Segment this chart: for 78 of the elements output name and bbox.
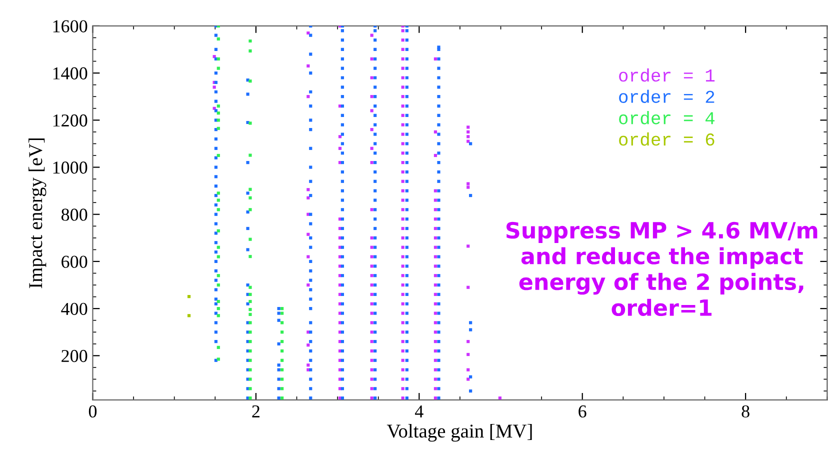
point bbox=[248, 308, 252, 312]
point bbox=[248, 122, 252, 125]
point bbox=[216, 283, 220, 287]
point bbox=[248, 238, 252, 241]
point bbox=[248, 300, 252, 304]
point bbox=[216, 104, 220, 108]
x-tick-label: 0 bbox=[88, 405, 97, 418]
point bbox=[216, 358, 220, 361]
point bbox=[216, 300, 220, 304]
point bbox=[187, 294, 191, 298]
x-tick-label: 2 bbox=[252, 405, 260, 418]
point bbox=[248, 39, 252, 43]
point bbox=[216, 57, 220, 60]
point bbox=[216, 154, 220, 158]
point bbox=[280, 340, 284, 344]
point bbox=[280, 349, 284, 353]
point bbox=[248, 330, 252, 334]
y-tick-label: 1000 bbox=[53, 162, 88, 174]
y-tick-label: 200 bbox=[62, 350, 88, 362]
point bbox=[248, 396, 252, 400]
point bbox=[216, 126, 220, 130]
point bbox=[280, 330, 284, 334]
point bbox=[216, 192, 220, 195]
y-tick-label: 1400 bbox=[53, 67, 88, 80]
text: order = 1 bbox=[619, 68, 715, 82]
point bbox=[216, 346, 220, 349]
point bbox=[248, 49, 252, 52]
point bbox=[216, 246, 220, 249]
x-tick-label: 8 bbox=[742, 405, 750, 418]
point bbox=[187, 314, 191, 318]
point bbox=[248, 254, 252, 258]
point bbox=[248, 358, 252, 362]
point bbox=[216, 229, 220, 232]
point bbox=[248, 378, 252, 381]
point bbox=[216, 274, 220, 278]
point bbox=[216, 255, 220, 258]
point bbox=[216, 307, 220, 310]
point bbox=[216, 118, 220, 122]
text: order = 6 bbox=[619, 132, 714, 146]
point bbox=[248, 340, 252, 344]
point bbox=[216, 314, 220, 318]
point bbox=[248, 208, 252, 212]
point bbox=[248, 286, 252, 289]
point bbox=[280, 378, 284, 381]
point bbox=[216, 112, 220, 115]
point bbox=[280, 396, 284, 400]
y-tick-label: 1200 bbox=[53, 114, 88, 127]
point bbox=[216, 198, 220, 202]
point bbox=[248, 292, 252, 296]
x-axis-title: Voltage gain [MV] bbox=[386, 424, 532, 442]
point bbox=[248, 154, 252, 157]
point bbox=[216, 208, 220, 212]
point bbox=[248, 196, 252, 200]
point bbox=[280, 368, 284, 372]
point bbox=[280, 321, 284, 324]
text: order = 2 bbox=[619, 90, 714, 104]
text: order = 4 bbox=[619, 111, 715, 124]
y-axis-title: Impact energy [eV] bbox=[28, 138, 46, 288]
y-tick-label: 1600 bbox=[53, 20, 88, 32]
point bbox=[280, 387, 284, 390]
point bbox=[248, 321, 252, 324]
point bbox=[280, 358, 284, 362]
x-tick-label: 6 bbox=[578, 405, 586, 418]
y-tick-label: 800 bbox=[61, 208, 88, 221]
point bbox=[248, 188, 252, 191]
point bbox=[248, 387, 252, 390]
y-tick-label: 400 bbox=[61, 302, 88, 316]
y-tick-label: 600 bbox=[62, 256, 88, 268]
annotation: Suppress MP > 4.6 MV/m and reduce the impact energy of the 2 points, order=1 bbox=[506, 222, 818, 316]
point bbox=[248, 368, 252, 372]
point bbox=[216, 66, 220, 70]
point bbox=[280, 312, 284, 315]
point bbox=[248, 79, 252, 83]
point bbox=[216, 37, 220, 40]
point bbox=[248, 312, 252, 316]
x-tick-label: 4 bbox=[414, 405, 424, 418]
point bbox=[248, 349, 252, 353]
point bbox=[280, 307, 284, 310]
